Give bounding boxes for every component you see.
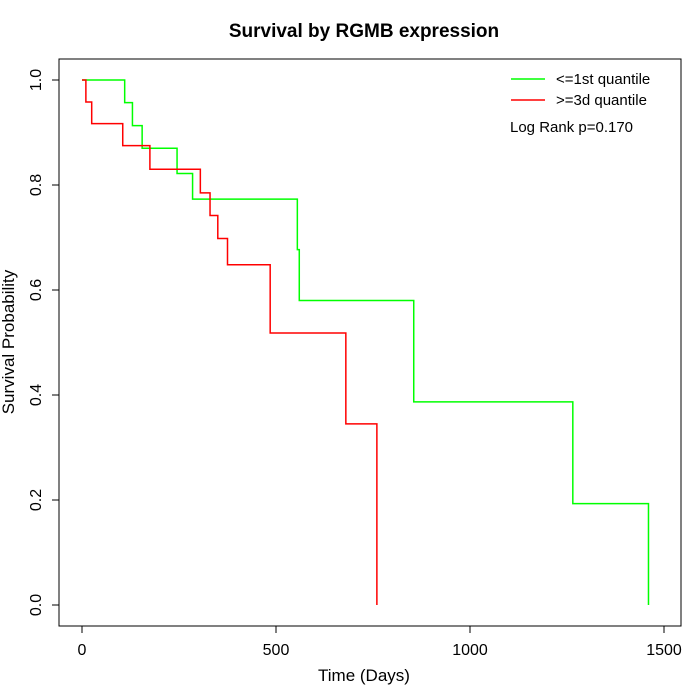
chart-title: Survival by RGMB expression (229, 21, 499, 42)
y-tick-label: 0.4 (28, 384, 45, 406)
legend-label: >=3d quantile (556, 92, 647, 109)
y-tick-label: 0.2 (28, 489, 45, 511)
legend-label: <=1st quantile (556, 71, 650, 88)
x-tick-label: 1500 (646, 642, 682, 659)
y-tick-label: 0.0 (28, 594, 45, 616)
plot-frame (58, 58, 682, 627)
legend: <=1st quantile >=3d quantile (511, 71, 650, 109)
x-tick-label: 500 (263, 642, 290, 659)
y-tick-label: 0.6 (28, 279, 45, 301)
series-line-1 (82, 79, 650, 605)
series-layer (82, 79, 650, 605)
y-axis: 0.0 0.2 0.4 0.6 0.8 1.0 (28, 69, 60, 616)
x-axis-label: Time (Days) (318, 666, 410, 685)
y-axis-label: Survival Probability (0, 269, 18, 414)
x-tick-label: 0 (78, 642, 87, 659)
x-tick-label: 1000 (452, 642, 488, 659)
y-tick-label: 1.0 (28, 69, 45, 91)
x-axis: 0 500 1000 1500 (78, 625, 682, 659)
log-rank-annotation: Log Rank p=0.170 (510, 119, 633, 136)
y-tick-label: 0.8 (28, 174, 45, 196)
series-line-2 (82, 79, 378, 605)
